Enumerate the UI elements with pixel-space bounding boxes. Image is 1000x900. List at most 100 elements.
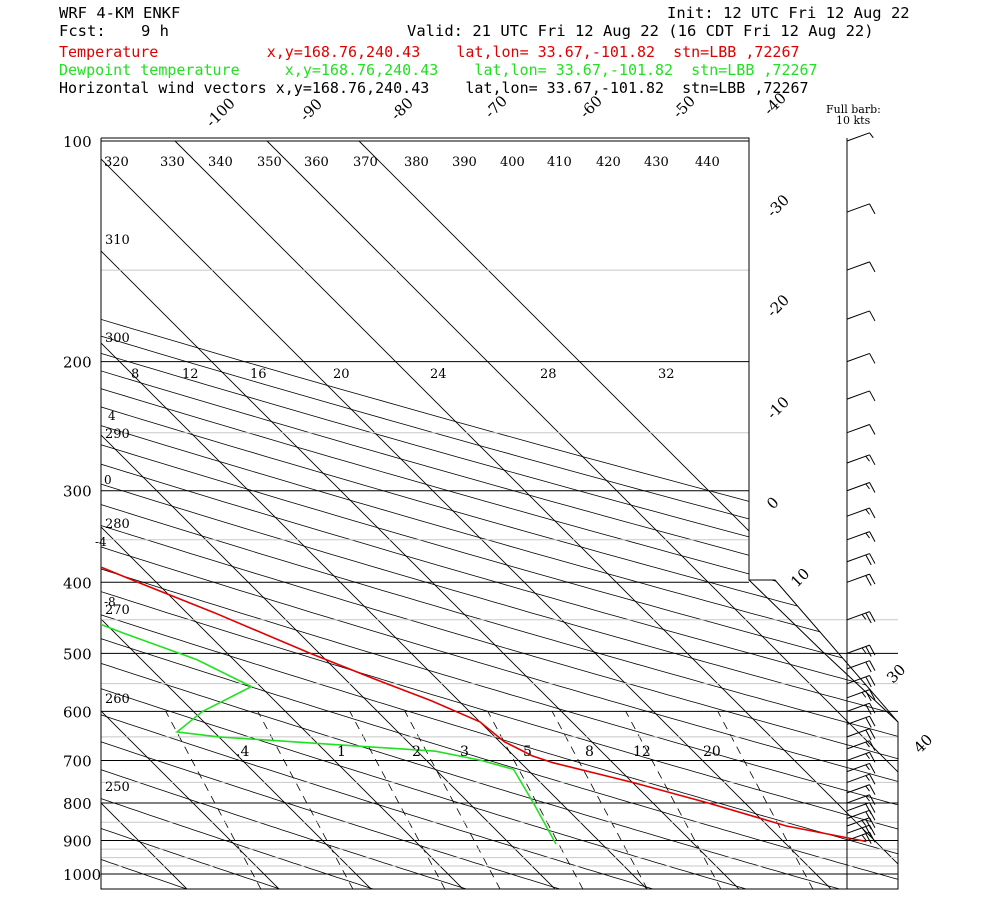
isotherm-line — [174, 140, 898, 889]
barb-flag — [869, 763, 876, 774]
side-temp-label: -8 — [104, 595, 116, 609]
mixing-ratio-label: 12 — [633, 744, 651, 760]
barb-flag — [865, 717, 872, 728]
barb-flag — [869, 740, 876, 751]
frame-diagonal — [748, 579, 899, 723]
wind-barb — [846, 689, 876, 702]
barb-flag — [869, 310, 876, 322]
wind-barb — [846, 824, 876, 837]
barb-flag — [865, 753, 870, 759]
wind-barb — [846, 773, 876, 785]
wind-barb — [846, 482, 876, 493]
wind-barb — [846, 660, 876, 673]
wind-barb — [846, 352, 876, 364]
theta-label-left: 250 — [105, 780, 130, 795]
wind-barb — [846, 531, 876, 542]
init-time: Init: 12 UTC Fri 12 Aug 22 — [667, 4, 910, 22]
barb-flag — [869, 660, 876, 671]
barb-flag — [869, 752, 876, 763]
wind-barb — [846, 507, 876, 519]
theta-label: 360 — [304, 155, 329, 170]
barb-flag — [869, 390, 876, 402]
thetae-label: 20 — [333, 367, 350, 382]
dry-adiabat — [101, 140, 898, 889]
theta-label: 440 — [695, 155, 720, 170]
wind-barb — [846, 715, 876, 728]
isotherm-side-label: -30 — [763, 191, 793, 221]
mixing-ratio-label: 8 — [585, 744, 594, 760]
thetae-label: 8 — [131, 367, 139, 382]
dry-adiabat — [101, 140, 898, 889]
pressure-tick-label: 200 — [63, 354, 92, 372]
barb-flag — [869, 675, 876, 686]
isotherm-side-label: -10 — [763, 393, 793, 423]
wind-barb — [846, 573, 876, 586]
pressure-tick-label: 600 — [63, 703, 92, 721]
theta-label: 320 — [104, 155, 129, 170]
dry-adiabat — [101, 140, 469, 889]
isotherm-tick-label: -60 — [576, 92, 606, 122]
barb-staff — [846, 424, 870, 434]
isotherm-line — [101, 140, 188, 889]
theta-label: 430 — [644, 155, 669, 170]
barb-flag — [869, 507, 876, 519]
wind-barb — [846, 675, 876, 688]
barb-flag — [865, 509, 870, 515]
dry-adiabat — [101, 140, 898, 889]
barb-flag — [869, 482, 876, 493]
dry-adiabat — [101, 140, 562, 889]
dry-adiabat — [101, 140, 898, 889]
mixing-ratio-line — [404, 711, 501, 889]
mixing-ratio-line — [349, 711, 446, 889]
wind-barb — [846, 728, 876, 741]
mixing-ratio-label: 20 — [703, 744, 721, 760]
isotherm-side-label: 30 — [883, 661, 909, 687]
barb-flag — [869, 553, 876, 564]
barb-flag — [865, 575, 872, 586]
dry-adiabat — [101, 140, 898, 889]
wind-barb — [846, 553, 876, 566]
barb-flag — [861, 614, 867, 620]
isotherm-tick-label: -70 — [481, 92, 511, 122]
dry-adiabat — [101, 140, 898, 889]
dry-adiabat — [101, 140, 655, 889]
theta-label: 380 — [404, 155, 429, 170]
isotherm-line — [101, 140, 648, 889]
dry-adiabat — [101, 140, 898, 889]
dry-adiabat — [101, 140, 898, 889]
theta-label: 420 — [596, 155, 621, 170]
barb-flag — [865, 483, 870, 490]
barb-flag — [861, 834, 867, 841]
legend-dewpoint: Dewpoint temperature x,y=168.76,240.43 l… — [59, 61, 818, 79]
pressure-tick-label: 800 — [63, 795, 92, 813]
wind-barb — [846, 310, 876, 322]
mixing-ratio-label: .4 — [236, 744, 249, 760]
mixing-ratio-line — [487, 711, 584, 889]
dry-adiabat — [101, 140, 749, 889]
thetae-label: 12 — [182, 367, 199, 382]
mixing-ratio-line — [165, 711, 262, 889]
barb-flag — [869, 773, 876, 785]
barb-flag — [865, 612, 872, 624]
theta-label-left: 310 — [105, 233, 130, 248]
valid-time: Valid: 21 UTC Fri 12 Aug 22 (16 CDT Fri … — [407, 22, 874, 40]
barb-flag — [869, 261, 876, 273]
legend-wind: Horizontal wind vectors x,y=168.76,240.4… — [59, 79, 809, 97]
barb-flag — [865, 764, 870, 771]
pressure-tick-label: 400 — [63, 574, 92, 592]
side-temp-label: -4 — [95, 535, 107, 549]
theta-label-left: 260 — [105, 692, 130, 707]
isotherm-line — [0, 141, 96, 890]
theta-label-left: 270 — [105, 603, 130, 618]
pressure-tick-label: 700 — [63, 752, 92, 770]
theta-label: 370 — [353, 155, 378, 170]
barb-flag — [869, 132, 874, 139]
barb-flag — [869, 824, 876, 836]
wind-barb — [846, 261, 876, 273]
mixing-ratio-line — [551, 711, 648, 889]
isotherm-tick-label: -90 — [296, 95, 326, 125]
wind-barb — [846, 611, 876, 624]
dry-adiabat — [101, 140, 898, 889]
theta-label: 330 — [160, 155, 185, 170]
barb-flag — [869, 817, 876, 829]
